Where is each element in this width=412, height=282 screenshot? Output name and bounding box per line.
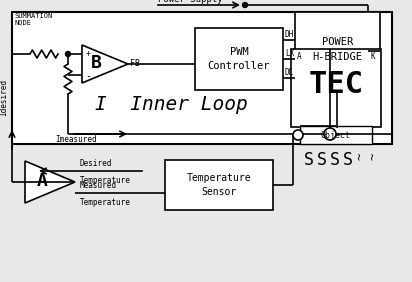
Text: Temperature: Temperature [187,173,251,183]
Text: NODE: NODE [15,20,32,26]
Text: A: A [37,172,47,190]
Text: DH: DH [285,30,294,39]
Text: LX: LX [285,49,294,58]
Text: +: + [86,49,90,58]
Text: FB: FB [130,58,140,67]
Text: I  Inner Loop: I Inner Loop [95,94,248,113]
Text: Imeasured: Imeasured [55,135,97,144]
Bar [291,49,381,127]
Text: ~: ~ [353,152,367,160]
Bar [295,12,380,90]
Text: S: S [317,151,327,169]
Circle shape [243,3,248,8]
Bar [300,126,372,144]
Text: Temperature: Temperature [80,198,131,207]
Text: -: - [85,71,91,81]
Text: POWER: POWER [322,37,353,47]
Text: A: A [297,52,302,61]
Text: Controller: Controller [208,61,270,71]
Polygon shape [25,161,75,203]
Text: H-BRIDGE: H-BRIDGE [312,52,363,62]
Text: S: S [343,151,353,169]
Circle shape [66,52,70,56]
Bar [195,28,283,90]
Bar [12,12,392,144]
Text: S: S [330,151,340,169]
Text: Desired: Desired [80,159,112,168]
Text: Sensor: Sensor [201,187,236,197]
Text: Temperature: Temperature [80,176,131,185]
Text: Idesired: Idesired [0,78,9,116]
Text: PWM: PWM [229,47,248,57]
Text: ~: ~ [367,152,379,160]
Polygon shape [82,45,128,83]
Text: B: B [91,54,101,72]
Circle shape [293,130,303,140]
Text: Measured: Measured [80,181,117,190]
Text: K: K [370,52,375,61]
Text: DL: DL [285,68,294,77]
Text: Power Supply: Power Supply [158,0,222,4]
Bar [165,160,273,210]
Text: S: S [304,151,314,169]
Text: SUMMATION: SUMMATION [15,13,53,19]
Circle shape [324,128,336,140]
Text: Object: Object [321,131,351,140]
Text: TEC: TEC [309,70,363,99]
